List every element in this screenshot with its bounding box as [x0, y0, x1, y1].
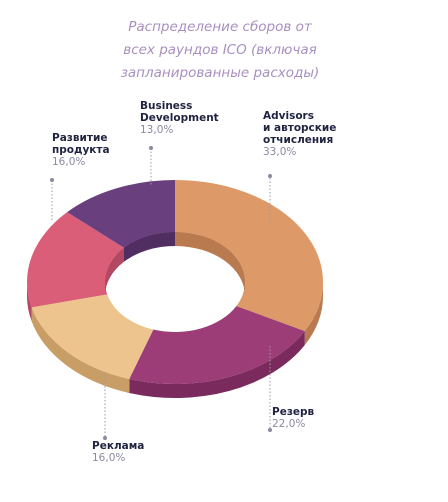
donut-hole	[105, 232, 245, 332]
label-advisors-line: Advisors	[263, 110, 314, 122]
slice-side-advisors	[304, 282, 323, 346]
label-advertising: Реклама 16,0%	[92, 440, 144, 464]
label-product-dev-value: 16,0%	[52, 156, 86, 168]
label-advertising-name: Реклама	[92, 440, 145, 452]
label-product-dev-line: Развитие	[52, 132, 108, 144]
slice-reserve	[129, 306, 305, 385]
slice-side-product-dev	[26, 282, 32, 322]
slice-business-dev	[67, 180, 175, 248]
chart-title-line: запланированные расходы)	[120, 65, 320, 81]
label-product-dev-line: продукта	[52, 144, 110, 156]
label-product-dev: Развитие продукта 16,0%	[52, 132, 110, 168]
chart-title-line: всех раундов ICO (включая	[123, 42, 317, 58]
label-business-dev-line: Business	[140, 100, 193, 112]
slice-advertising	[31, 294, 154, 380]
slice-hole-wall-advisors	[175, 232, 245, 296]
label-business-dev-value: 13,0%	[140, 124, 174, 136]
leader-dot-advisors	[268, 174, 272, 178]
slice-side-advertising	[31, 307, 130, 394]
slice-hole-wall-business-dev	[123, 231, 175, 262]
slice-hole-wall-product-dev	[105, 247, 124, 296]
label-advisors: Advisors и авторские отчисления 33,0%	[263, 110, 336, 158]
chart-title-line: Распределение сборов от	[128, 19, 312, 35]
chart-title: Распределение сборов от всех раундов ICO…	[100, 16, 340, 85]
leader-dot-reserve	[268, 428, 272, 432]
label-reserve: Резерв 22,0%	[272, 406, 314, 430]
leader-dot-business-dev	[149, 146, 153, 150]
label-business-dev: Business Development 13,0%	[140, 100, 219, 136]
slice-advisors	[175, 180, 323, 332]
label-advertising-value: 16,0%	[92, 452, 126, 464]
label-reserve-value: 22,0%	[272, 418, 306, 430]
label-business-dev-line: Development	[140, 112, 219, 124]
label-advisors-line: и авторские	[263, 122, 337, 134]
label-reserve-name: Резерв	[272, 406, 315, 418]
label-advisors-line: отчисления	[263, 134, 334, 146]
label-advisors-value: 33,0%	[263, 146, 297, 158]
slice-product-dev	[26, 212, 124, 308]
leader-dot-advertising	[103, 436, 107, 440]
leader-dot-product-dev	[50, 178, 54, 182]
